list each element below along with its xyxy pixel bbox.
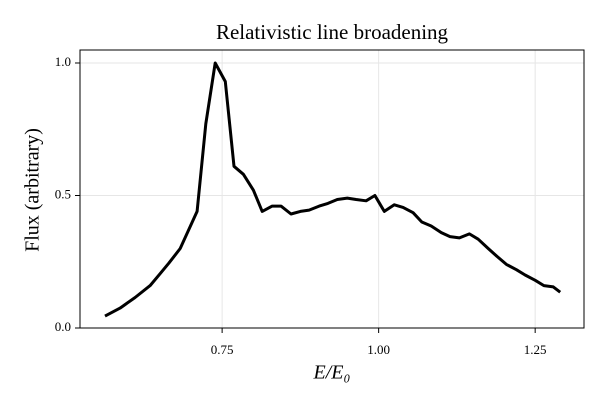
x-tick-label: 0.75 [211, 342, 234, 357]
y-tick-label: 1.0 [55, 54, 71, 69]
y-tick-label: 0.5 [55, 186, 71, 201]
x-axis-label: E/E₀ [313, 362, 351, 384]
y-tick-label: 0.0 [55, 319, 71, 334]
x-tick-label: 1.00 [367, 342, 390, 357]
line [104, 61, 562, 318]
y-axis-label: Flux (arbitrary) [22, 128, 44, 252]
chart-title: Relativistic line broadening [216, 20, 449, 44]
x-tick-label: 1.25 [524, 342, 547, 357]
plot-frame [79, 49, 585, 329]
